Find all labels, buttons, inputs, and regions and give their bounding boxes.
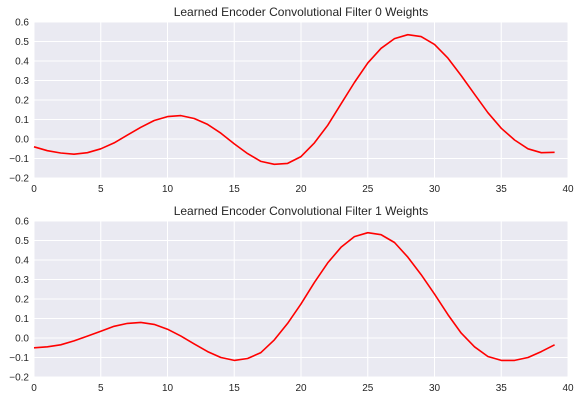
x-tick-label: 15 <box>229 184 241 195</box>
y-tick-label: 0.6 <box>15 217 29 228</box>
y-tick-label: 0.4 <box>15 57 29 68</box>
x-tick-label: 25 <box>362 383 374 394</box>
x-tick-label: 0 <box>31 184 37 195</box>
y-tick-label: −0.1 <box>9 353 29 364</box>
x-tick-label: 35 <box>496 383 508 394</box>
x-tick-label: 35 <box>496 184 508 195</box>
y-tick-label: 0.1 <box>15 115 29 126</box>
x-tick-label: 10 <box>162 184 174 195</box>
y-tick-label: 0.3 <box>15 76 29 87</box>
x-tick-label: 25 <box>362 184 374 195</box>
y-tick-label: −0.2 <box>9 373 29 384</box>
chart-filter-1: Learned Encoder Convolutional Filter 1 W… <box>9 204 574 394</box>
y-tick-label: 0.0 <box>15 135 29 146</box>
y-tick-label: 0.0 <box>15 334 29 345</box>
x-tick-label: 30 <box>429 184 441 195</box>
x-tick-label: 20 <box>295 383 307 394</box>
x-tick-label: 30 <box>429 383 441 394</box>
y-tick-label: 0.2 <box>15 295 29 306</box>
y-tick-label: −0.2 <box>9 174 29 185</box>
series-line <box>33 33 555 166</box>
x-tick-label: 40 <box>562 184 574 195</box>
y-tick-label: 0.1 <box>15 314 29 325</box>
x-tick-label: 5 <box>98 383 104 394</box>
y-tick-label: −0.1 <box>9 154 29 165</box>
chart-title: Learned Encoder Convolutional Filter 1 W… <box>174 204 429 218</box>
series-line <box>33 231 555 362</box>
chart-title: Learned Encoder Convolutional Filter 0 W… <box>174 5 429 19</box>
x-tick-label: 40 <box>562 383 574 394</box>
y-tick-label: 0.5 <box>15 236 29 247</box>
y-tick-label: 0.5 <box>15 37 29 48</box>
y-tick-label: 0.2 <box>15 96 29 107</box>
y-tick-label: 0.4 <box>15 256 29 267</box>
x-tick-label: 0 <box>31 383 37 394</box>
y-tick-label: 0.6 <box>15 18 29 29</box>
x-tick-label: 5 <box>98 184 104 195</box>
y-tick-label: 0.3 <box>15 275 29 286</box>
x-tick-label: 10 <box>162 383 174 394</box>
chart-filter-0: Learned Encoder Convolutional Filter 0 W… <box>9 5 574 195</box>
x-tick-label: 20 <box>295 184 307 195</box>
x-tick-label: 15 <box>229 383 241 394</box>
